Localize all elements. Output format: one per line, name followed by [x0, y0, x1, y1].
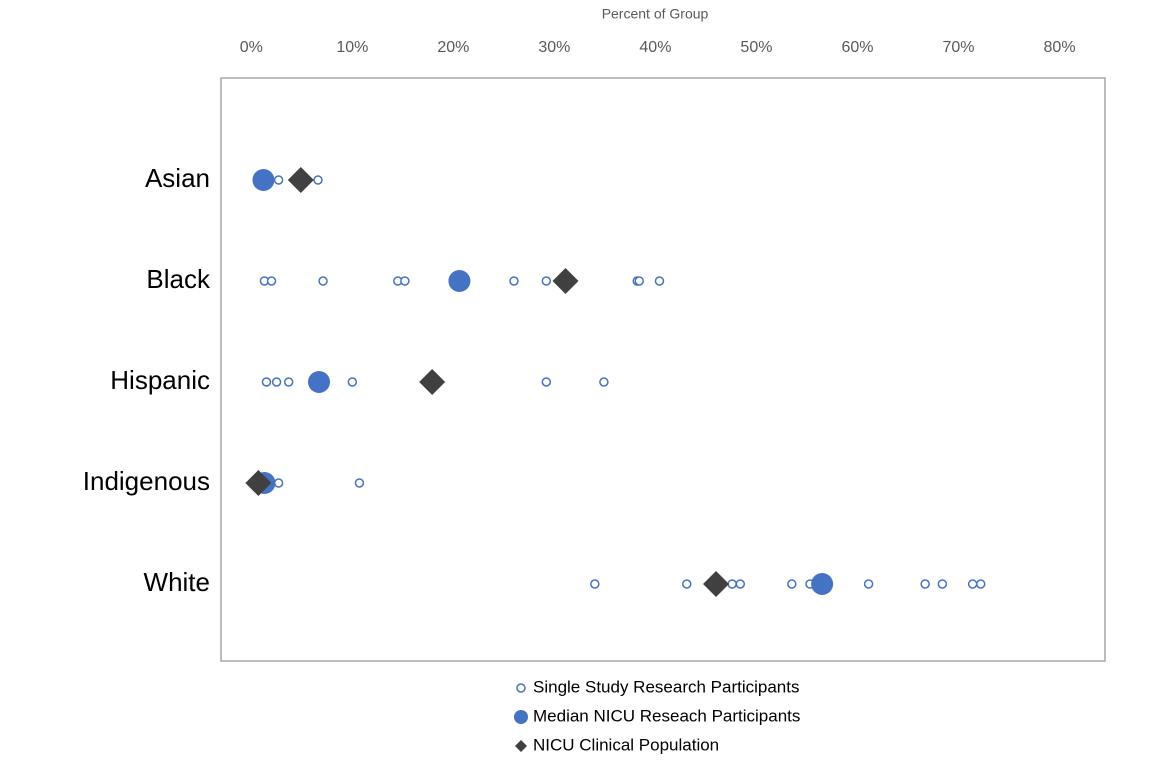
single-study-dot [354, 478, 365, 488]
median-dot [307, 371, 330, 393]
single-study-dot [967, 579, 978, 589]
legend-marker [514, 710, 528, 724]
single-study-dot [273, 175, 284, 185]
legend-label: Median NICU Reseach Participants [533, 706, 800, 725]
clinical-diamond [245, 470, 272, 496]
x-tick-label: 0% [240, 39, 263, 56]
clinical-diamond [552, 268, 579, 294]
x-tick-label: 10% [336, 39, 368, 56]
median-dot [448, 270, 471, 292]
single-study-dot [727, 579, 737, 589]
clinical-diamond [287, 167, 314, 193]
single-study-dot [347, 377, 358, 387]
legend-label: Single Study Research Participants [533, 677, 799, 696]
single-study-dot [735, 579, 746, 589]
median-dot [252, 169, 275, 191]
single-study-dot [283, 377, 294, 387]
single-study-dot [509, 276, 519, 286]
single-study-dot [541, 377, 552, 387]
median-dot [811, 573, 834, 595]
x-tick-label: 70% [942, 39, 974, 56]
single-study-dot [681, 579, 692, 589]
single-study-dot [863, 579, 874, 589]
category-label: White [144, 567, 210, 597]
axis-title: Percent of Group [602, 6, 709, 22]
clinical-diamond [419, 369, 446, 395]
legend-marker [515, 740, 527, 752]
single-study-dot [920, 579, 930, 589]
legend-marker [516, 683, 526, 693]
plot-frame [220, 77, 1106, 662]
x-tick-label: 30% [538, 39, 570, 56]
category-label: Hispanic [110, 365, 210, 395]
x-tick-label: 40% [639, 39, 671, 56]
single-study-dot [541, 276, 552, 286]
single-study-dot [654, 276, 665, 286]
single-study-dot [975, 579, 986, 589]
single-study-dot [313, 175, 323, 185]
single-study-dot [400, 276, 410, 286]
x-tick-label: 20% [437, 39, 469, 56]
category-label: Black [146, 264, 211, 294]
category-label: Asian [145, 163, 210, 193]
x-tick-label: 50% [740, 39, 772, 56]
single-study-dot [937, 579, 948, 589]
single-study-dot [266, 276, 277, 286]
legend-label: NICU Clinical Population [533, 735, 719, 754]
single-study-dot [261, 377, 272, 387]
single-study-dot [318, 276, 328, 286]
single-study-dot [273, 478, 284, 488]
single-study-dot [271, 377, 282, 387]
single-study-dot [634, 276, 645, 286]
category-label: Indigenous [83, 466, 210, 496]
single-study-dot [590, 579, 600, 589]
single-study-dot [599, 377, 609, 387]
x-tick-label: 80% [1044, 39, 1076, 56]
single-study-dot [787, 579, 797, 589]
clinical-diamond [703, 571, 730, 597]
x-tick-label: 60% [841, 39, 873, 56]
